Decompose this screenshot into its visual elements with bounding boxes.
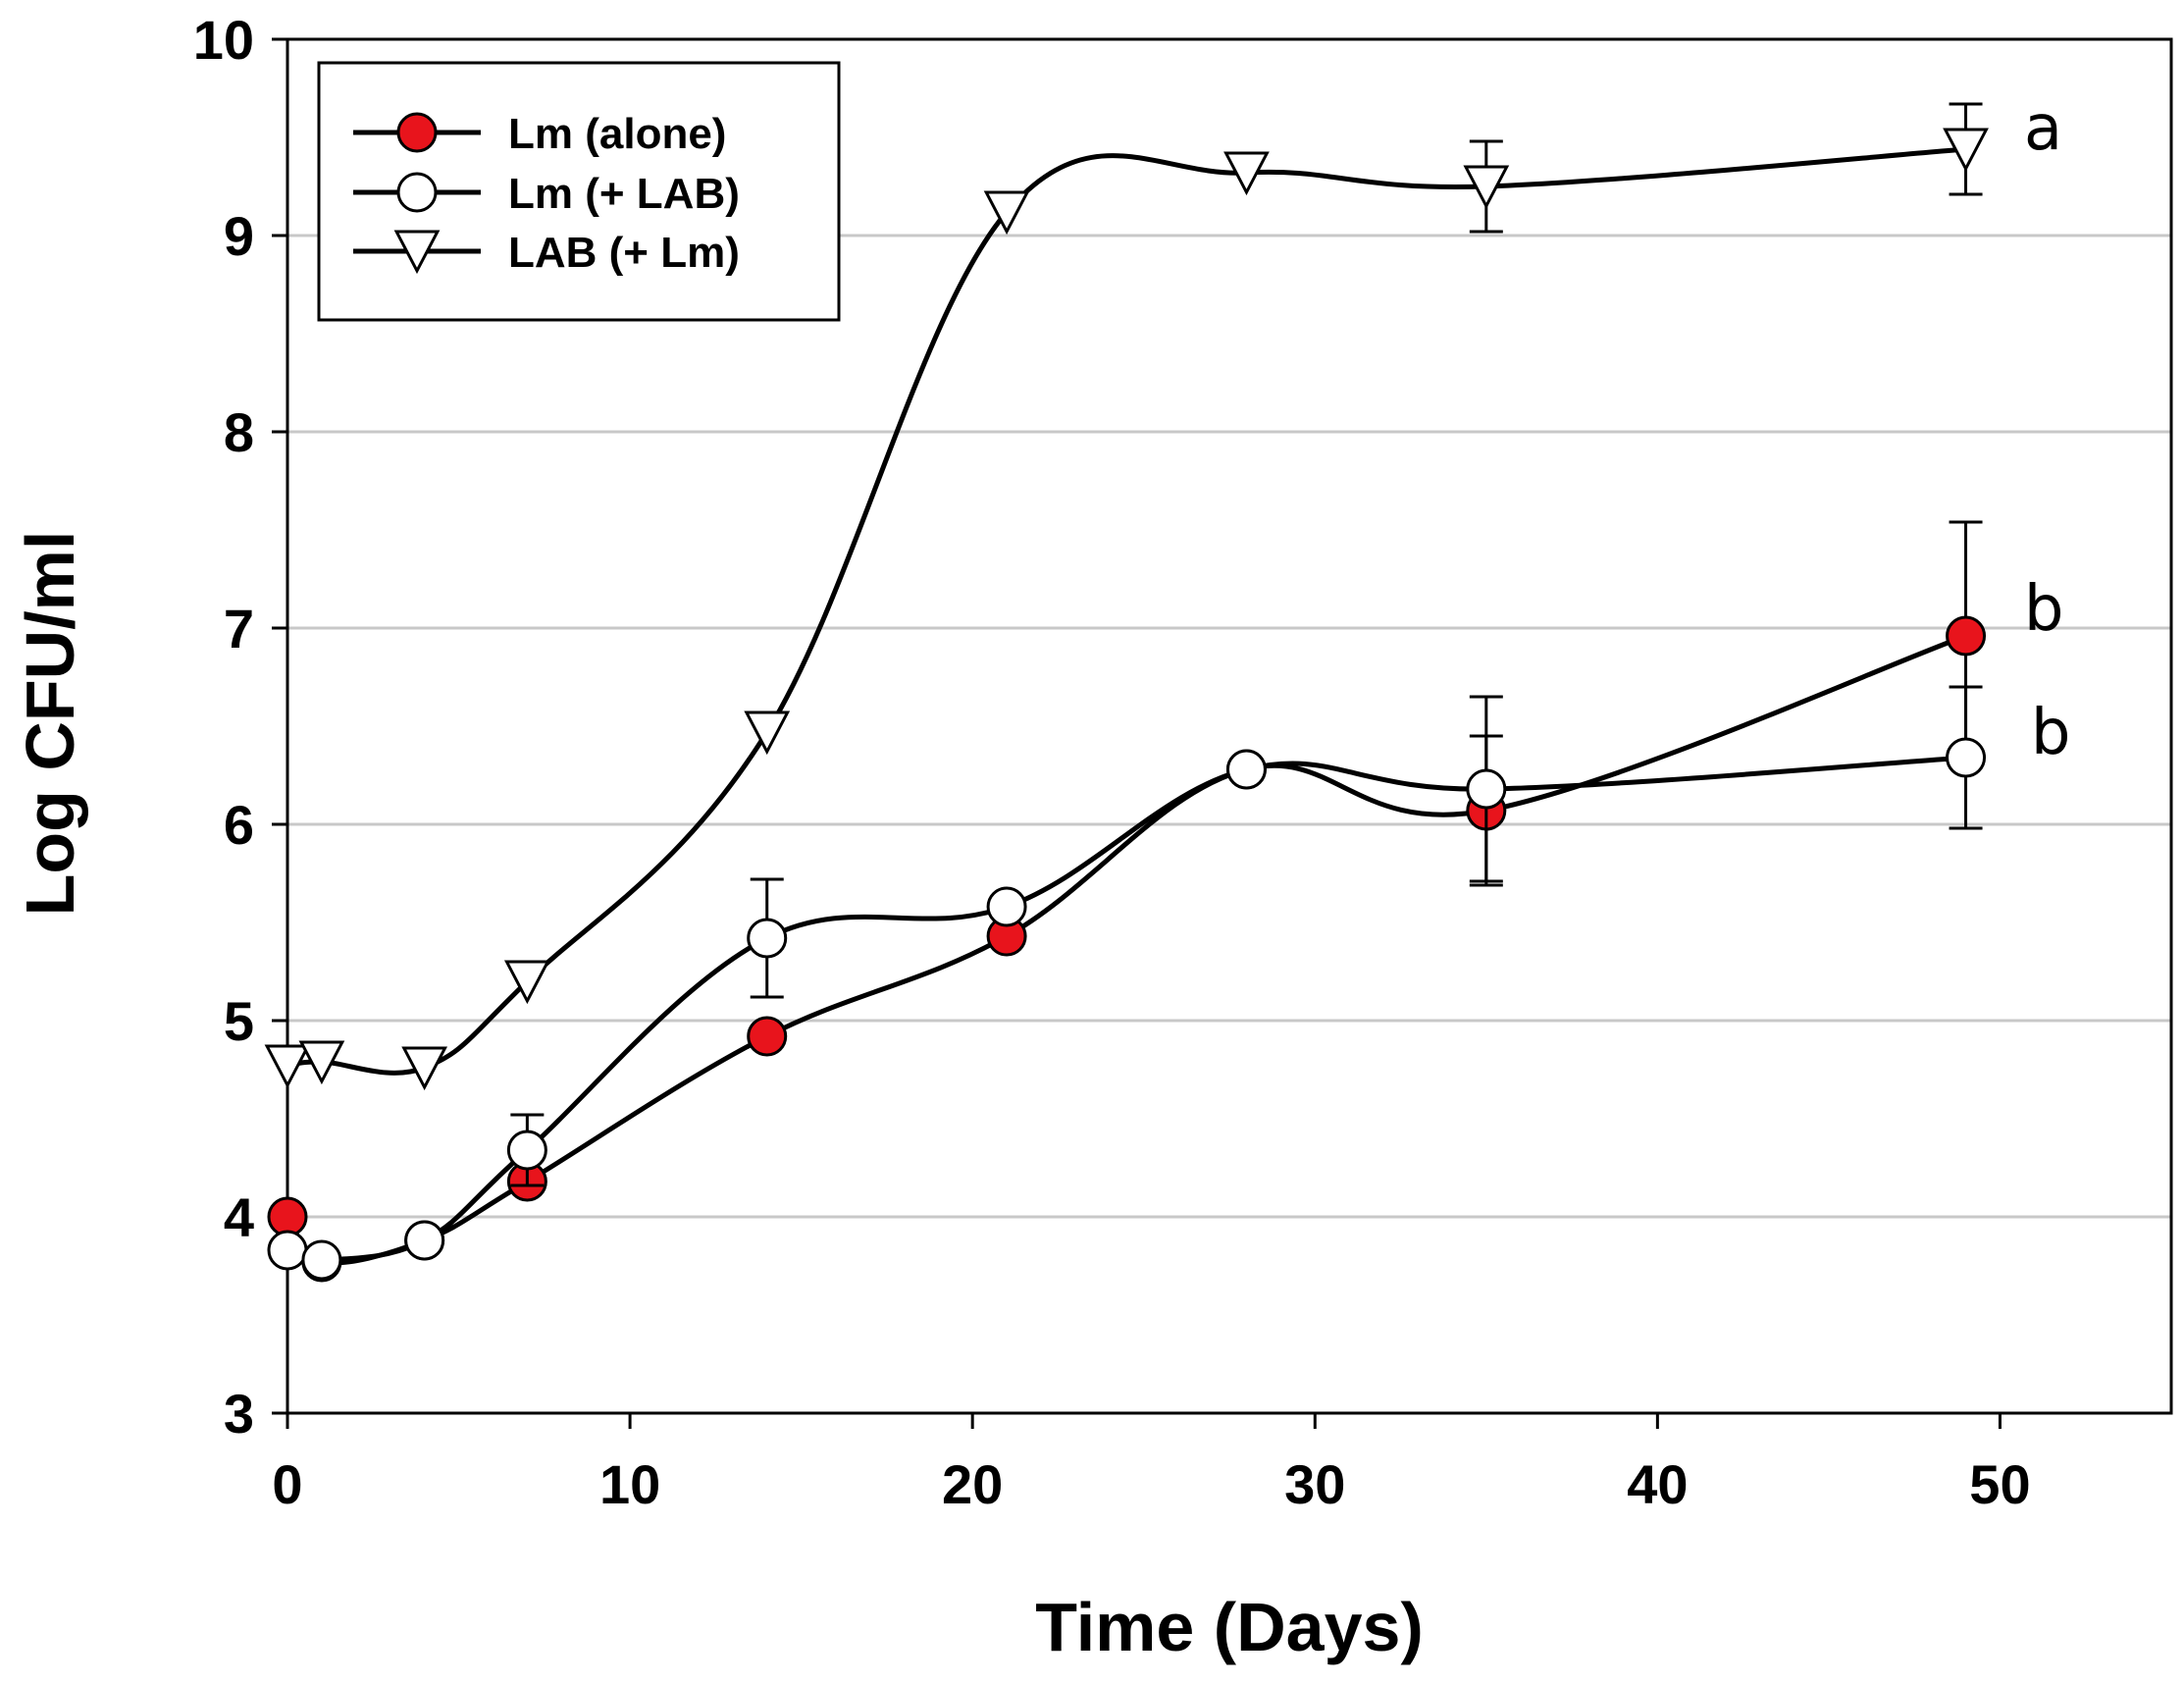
data-point	[747, 918, 788, 959]
data-point	[298, 1040, 345, 1085]
data-point	[503, 960, 550, 1005]
axes	[272, 37, 2173, 1429]
data-point	[986, 886, 1027, 927]
plot-frame	[286, 37, 2173, 1415]
data-point	[1943, 128, 1989, 173]
data-point	[983, 190, 1030, 236]
legend: Lm (alone) Lm (+ LAB) LAB (+ Lm)	[317, 61, 841, 322]
data-point	[1463, 165, 1510, 210]
series-1	[267, 685, 1987, 1281]
y-tick-label: 10	[193, 9, 254, 71]
x-tick-label: 10	[599, 1453, 660, 1515]
x-axis-title: Time (Days)	[1035, 1589, 1424, 1665]
legend-item: Lm (+ LAB)	[353, 170, 740, 218]
data-point	[264, 1044, 311, 1089]
x-tick-label: 20	[942, 1453, 1003, 1515]
legend-label: Lm (+ LAB)	[508, 170, 740, 218]
x-tick-label: 50	[1969, 1453, 2030, 1515]
y-tick-label: 4	[224, 1186, 254, 1248]
y-tick-label: 8	[224, 401, 254, 463]
legend-item: Lm (alone)	[353, 110, 726, 158]
data-point	[404, 1220, 445, 1261]
y-tick-label: 3	[224, 1383, 254, 1445]
data-point	[1946, 737, 1987, 778]
significance-annotations: a bb	[2024, 92, 2071, 769]
data-point	[1223, 151, 1270, 196]
y-axis-title: Log CFU/ml	[12, 531, 88, 917]
x-tick-label: 40	[1627, 1453, 1688, 1515]
significance-letter: a	[2024, 92, 2062, 165]
y-tick-label: 9	[224, 205, 254, 267]
data-point	[267, 1196, 308, 1237]
data-point	[1225, 749, 1267, 790]
x-tick-label: 30	[1284, 1453, 1345, 1515]
series-2	[264, 102, 1989, 1091]
tick-labels: 3 4 5 6 7 8 9 10 0 10 20 30 40 50	[193, 9, 2031, 1515]
legend-label: Lm (alone)	[508, 110, 726, 158]
data-series	[264, 102, 1989, 1283]
significance-letter: b	[2024, 573, 2064, 646]
data-point	[506, 1130, 547, 1171]
legend-label: LAB (+ Lm)	[508, 229, 740, 277]
data-point	[747, 1016, 788, 1057]
significance-letter: b	[2031, 697, 2071, 769]
data-point	[744, 710, 791, 756]
legend-item: LAB (+ Lm)	[353, 229, 740, 277]
legend-marker	[396, 112, 438, 153]
data-point	[1466, 768, 1507, 810]
data-point	[301, 1239, 342, 1281]
legend-marker	[396, 172, 438, 213]
legend-marker	[393, 230, 441, 275]
y-tick-label: 5	[224, 990, 254, 1052]
data-point	[267, 1230, 308, 1271]
x-tick-label: 0	[272, 1453, 302, 1515]
y-tick-label: 7	[224, 598, 254, 659]
data-point	[1946, 615, 1987, 657]
data-point	[401, 1046, 448, 1091]
y-tick-label: 6	[224, 794, 254, 856]
